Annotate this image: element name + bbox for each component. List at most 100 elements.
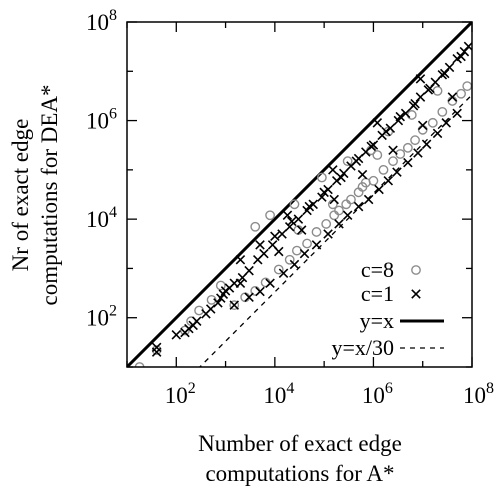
point-c1 xyxy=(259,248,269,259)
point-c1 xyxy=(296,225,307,235)
point-c1 xyxy=(425,83,435,94)
point-c1 xyxy=(323,229,333,239)
point-c1 xyxy=(293,214,304,224)
point-c8 xyxy=(368,175,379,186)
point-c1 xyxy=(277,229,287,239)
point-c1 xyxy=(235,254,246,265)
point-c1 xyxy=(278,268,289,278)
point-c1 xyxy=(403,157,413,168)
point-c8 xyxy=(215,280,226,291)
point-c1 xyxy=(421,139,432,150)
point-c1 xyxy=(255,286,265,297)
point-c1 xyxy=(342,210,353,221)
point-c8 xyxy=(383,126,394,137)
point-c1 xyxy=(444,62,455,73)
point-c1 xyxy=(329,194,339,205)
point-c8 xyxy=(342,156,353,167)
point-c1 xyxy=(319,187,329,198)
point-c8 xyxy=(289,199,300,210)
point-c8 xyxy=(341,199,352,210)
point-c8 xyxy=(250,221,261,232)
point-c1 xyxy=(334,219,344,229)
x-tick-label: 108 xyxy=(463,380,494,408)
point-c1 xyxy=(299,248,310,259)
point-c1 xyxy=(357,169,368,180)
point-c8 xyxy=(180,325,190,336)
x-axis-label-line-1: Number of exact edge xyxy=(198,431,402,456)
point-c1 xyxy=(437,69,448,80)
point-c1 xyxy=(244,265,254,276)
point-c8 xyxy=(265,210,275,221)
point-c1 xyxy=(151,342,162,353)
legend-label-3: y=x/30 xyxy=(331,335,394,360)
point-c1 xyxy=(282,210,293,221)
reference-line-2 xyxy=(127,22,472,367)
point-c1 xyxy=(439,68,450,79)
point-c8 xyxy=(284,254,295,265)
point-c8 xyxy=(402,142,413,153)
point-c1 xyxy=(400,108,411,119)
point-c1 xyxy=(273,246,284,257)
y-tick-label: 102 xyxy=(86,303,117,331)
point-c1 xyxy=(374,184,384,195)
point-c1 xyxy=(372,118,383,128)
point-c8 xyxy=(302,238,312,249)
point-c1 xyxy=(336,172,346,183)
point-c1 xyxy=(383,176,394,186)
point-c1 xyxy=(328,165,338,175)
point-c1 xyxy=(270,231,280,242)
legend-label-2: y=x xyxy=(360,308,394,333)
point-c8 xyxy=(417,124,428,135)
point-c8 xyxy=(462,81,472,92)
x-tick-label: 106 xyxy=(362,380,393,408)
y-tick-label: 106 xyxy=(86,106,117,134)
point-c1 xyxy=(317,192,327,202)
legend-label-1: c=1 xyxy=(361,281,394,306)
point-c8 xyxy=(372,150,383,160)
point-c8 xyxy=(316,172,327,183)
point-c8 xyxy=(334,205,344,216)
point-c8 xyxy=(273,264,284,275)
point-c1 xyxy=(363,194,374,205)
point-c8 xyxy=(329,210,340,221)
plot-frame xyxy=(126,21,473,368)
point-c8 xyxy=(357,182,368,192)
point-c8 xyxy=(427,117,438,128)
y-tick-label: 104 xyxy=(86,204,117,232)
point-c1 xyxy=(392,167,402,177)
point-c1 xyxy=(381,126,391,137)
point-c1 xyxy=(171,330,182,340)
legend-marker-c8 xyxy=(411,265,421,275)
y-tick-label: 108 xyxy=(86,7,117,35)
legend-label-0: c=8 xyxy=(361,257,394,282)
point-c8 xyxy=(378,164,389,175)
point-c8 xyxy=(321,219,332,229)
point-c8 xyxy=(291,245,302,256)
x-tick-label: 102 xyxy=(165,380,196,408)
point-c1 xyxy=(452,108,462,119)
point-c1 xyxy=(191,316,202,326)
point-c1 xyxy=(311,240,322,250)
point-c8 xyxy=(432,85,443,96)
point-c1 xyxy=(415,74,426,84)
point-c8 xyxy=(388,156,398,167)
point-c1 xyxy=(413,148,423,158)
point-c1 xyxy=(395,111,406,122)
point-c1 xyxy=(289,259,300,270)
y-axis-label-line-1: Nr of exact edge xyxy=(8,119,33,272)
point-c1 xyxy=(338,168,349,179)
point-c1 xyxy=(432,128,443,139)
point-c1 xyxy=(235,278,246,289)
point-c1 xyxy=(417,120,428,131)
point-c1 xyxy=(213,298,223,308)
point-c1 xyxy=(456,51,466,62)
point-c8 xyxy=(311,227,322,237)
point-c1 xyxy=(284,222,295,232)
point-c1 xyxy=(410,98,420,109)
point-c1 xyxy=(244,292,254,303)
x-axis-label-line-2: computations for A* xyxy=(205,461,394,486)
point-c1 xyxy=(366,141,376,152)
point-c8 xyxy=(410,135,420,146)
y-axis-label-line-2: computations for DEA* xyxy=(37,84,62,305)
legend-marker-c1 xyxy=(411,289,421,299)
